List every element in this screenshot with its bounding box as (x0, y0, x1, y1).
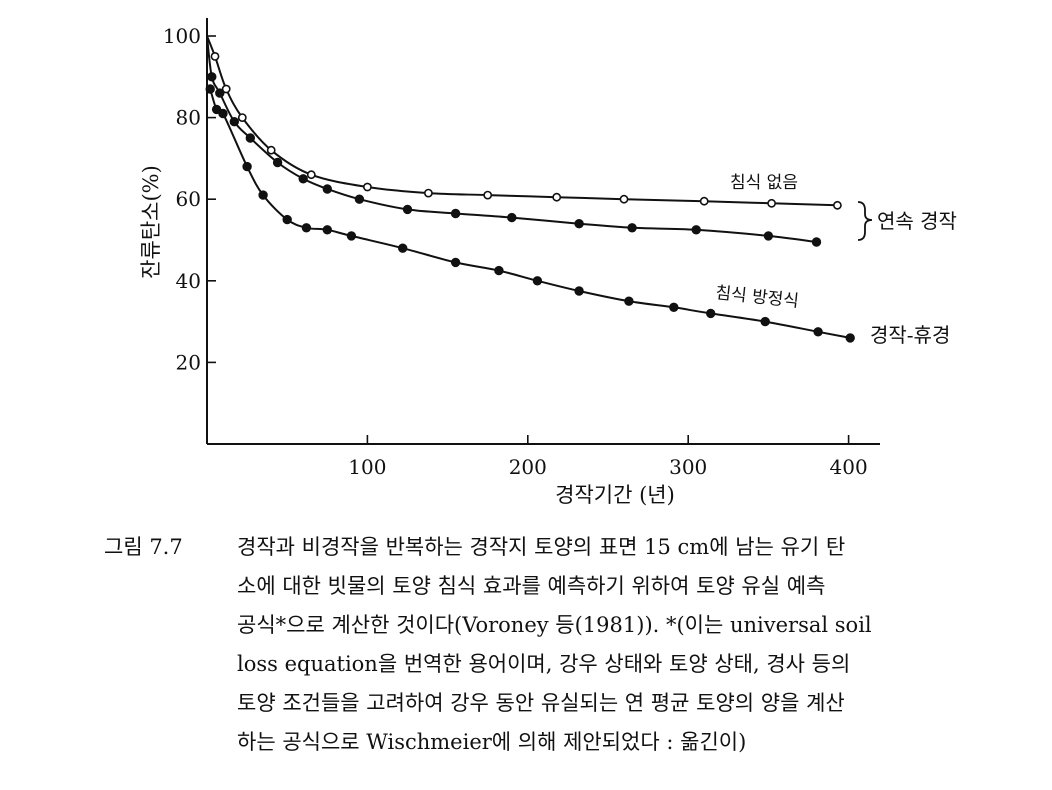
data-point-filled (272, 157, 283, 168)
data-point-filled (215, 88, 225, 98)
data-point-filled (706, 308, 716, 319)
data-point-filled (574, 219, 584, 229)
data-point-filled (450, 257, 461, 268)
data-point-filled (354, 194, 365, 204)
y-axis-title: 잔류탄소(%) (139, 165, 163, 279)
data-point-filled (627, 223, 637, 233)
data-point-filled (574, 286, 584, 296)
caption-line: 경작과 비경작을 반복하는 경작지 토양의 표면 15 cm에 남는 유기 탄 (237, 535, 846, 559)
data-point-open (221, 84, 231, 94)
caption-line: 소에 대한 빗물의 토양 침식 효과를 예측하기 위하여 토양 유실 예측 (237, 574, 826, 598)
x-axis-title: 경작기간 (년) (555, 483, 675, 507)
data-point-filled (494, 265, 504, 276)
data-point-filled (301, 223, 312, 233)
data-point-open (483, 190, 493, 200)
data-point-filled (322, 184, 332, 194)
continuous-brace (857, 201, 873, 241)
data-point-open (767, 198, 776, 208)
data-point-filled (669, 302, 679, 312)
data-point-filled (402, 204, 413, 215)
annotation-fallow: 경작-휴경 (870, 323, 950, 347)
series-points (205, 52, 855, 343)
data-point-filled (760, 316, 770, 327)
data-point-filled (532, 276, 543, 286)
data-point-open (423, 188, 433, 198)
data-point-open (362, 182, 372, 192)
y-tick-label: 40 (176, 269, 201, 293)
data-point-filled (207, 72, 217, 82)
data-point-filled (398, 243, 408, 253)
caption-line: 하는 공식으로 Wischmeier에 의해 제안되었다 : 옮긴이) (237, 730, 747, 754)
data-point-filled (242, 161, 252, 172)
data-point-open (619, 194, 629, 204)
data-point-open (552, 192, 562, 202)
data-point-filled (229, 117, 240, 127)
data-point-filled (763, 231, 774, 241)
data-point-filled (507, 212, 517, 223)
annotations: 침식 없음 침식 방정식 연속 경작 경작-휴경 (714, 173, 956, 347)
y-tick-label: 80 (176, 106, 201, 130)
data-point-open (237, 113, 247, 122)
data-point-filled (298, 174, 308, 184)
chart: 20 40 60 80 100 100 200 300 400 침식 없음 침식 방정식 연속… (139, 18, 957, 507)
data-point-filled (811, 237, 822, 247)
x-tick-label: 100 (348, 455, 386, 479)
data-point-open (306, 170, 316, 180)
annotation-continuous: 연속 경작 (877, 209, 957, 233)
caption-label: 그림 7.7 (104, 535, 183, 559)
data-point-filled (258, 190, 268, 200)
x-tick-label: 200 (509, 455, 547, 479)
data-point-filled (245, 133, 256, 143)
y-tick-label: 100 (163, 24, 201, 48)
data-point-filled (205, 84, 215, 94)
x-tick-label: 300 (669, 455, 707, 479)
data-point-filled (450, 208, 461, 219)
data-point-filled (624, 296, 634, 306)
caption-line: 공식*으로 계산한 것이다(Voroney 등(1981)). *(이는 uni… (237, 613, 872, 637)
data-point-filled (282, 214, 292, 225)
data-point-filled (813, 327, 823, 337)
data-point-open (210, 52, 220, 61)
y-ticks: 20 40 60 80 100 (163, 24, 216, 374)
data-point-filled (218, 108, 228, 119)
data-point-filled (691, 225, 701, 235)
caption-line: 토양 조건들을 고려하여 강우 동안 유실되는 연 평균 토양의 양을 계산 (237, 691, 845, 715)
annotation-no-erosion: 침식 없음 (730, 173, 798, 193)
data-point-filled (845, 333, 855, 343)
caption-text: 경작과 비경작을 반복하는 경작지 토양의 표면 15 cm에 남는 유기 탄 … (237, 528, 997, 762)
data-point-open (699, 196, 709, 206)
caption-line: loss equation을 번역한 용어이며, 강우 상태와 토양 상태, 경… (237, 652, 851, 676)
data-point-filled (322, 225, 332, 235)
annotation-erosion-equation: 침식 방정식 (714, 283, 799, 312)
y-tick-label: 20 (176, 350, 201, 374)
data-point-open (266, 145, 276, 155)
x-ticks: 100 200 300 400 (348, 435, 868, 479)
data-point-filled (346, 231, 357, 241)
data-point-open (833, 200, 842, 210)
y-tick-label: 60 (176, 187, 201, 211)
series-line-1 (206, 35, 817, 243)
x-tick-label: 400 (830, 455, 868, 479)
